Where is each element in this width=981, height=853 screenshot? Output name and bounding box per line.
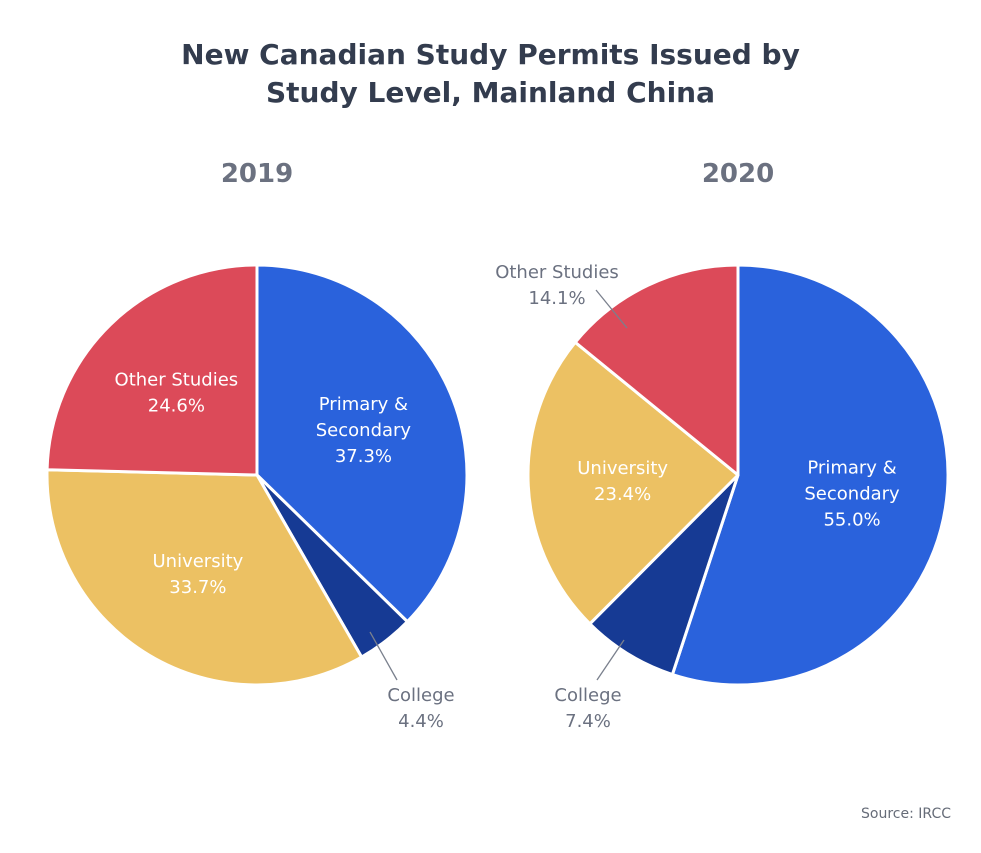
slice-category-label: College (554, 685, 621, 706)
slice-category-label: Other Studies (495, 262, 619, 283)
pie-slice-primary-secondary (670, 263, 950, 687)
slice-value-label: 33.7% (169, 577, 226, 598)
slice-value-label: 7.4% (565, 711, 611, 732)
pie-title: 2020 (702, 159, 774, 189)
slice-value-label: 4.4% (398, 711, 444, 732)
slice-category-label: Primary & (807, 457, 896, 478)
slice-category-label: College (387, 685, 454, 706)
callout-line (595, 289, 628, 329)
pie-title: 2019 (221, 159, 293, 189)
callout-line (369, 631, 398, 681)
pie-slice-college (588, 473, 740, 676)
pie-slice-other-studies (45, 263, 259, 477)
slice-category-label: University (577, 458, 668, 479)
pie-chart-2019: 2019 Primary & Secondary 37.3% College 4.4% Un… (45, 159, 469, 732)
callout-line (596, 639, 625, 681)
chart-title-line-1: New Canadian Study Permits Issued by (181, 38, 800, 71)
chart-title: New Canadian Study Permits Issued by Stu… (0, 36, 981, 112)
slice-category-label: Secondary (316, 420, 412, 441)
slice-category-label: Secondary (804, 483, 900, 504)
pie-slice-university (45, 468, 364, 687)
chart-title-line-2: Study Level, Mainland China (266, 76, 715, 109)
slice-category-label: University (152, 551, 243, 572)
source-note: Source: IRCC (861, 806, 951, 822)
slice-value-label: 14.1% (528, 288, 585, 309)
slice-category-label: Other Studies (115, 369, 239, 390)
pie-slice-other-studies (573, 263, 740, 477)
slice-value-label: 23.4% (594, 484, 651, 505)
slice-category-label: Primary & (319, 394, 408, 415)
pie-slice-primary-secondary (255, 263, 469, 624)
pie-slice-university (526, 340, 740, 626)
pie-chart-2020: 2020 Primary & Secondary 55.0% College 7.4% Un… (495, 159, 950, 732)
slice-value-label: 24.6% (148, 395, 205, 416)
slice-value-label: 55.0% (823, 509, 880, 530)
slice-value-label: 37.3% (335, 446, 392, 467)
